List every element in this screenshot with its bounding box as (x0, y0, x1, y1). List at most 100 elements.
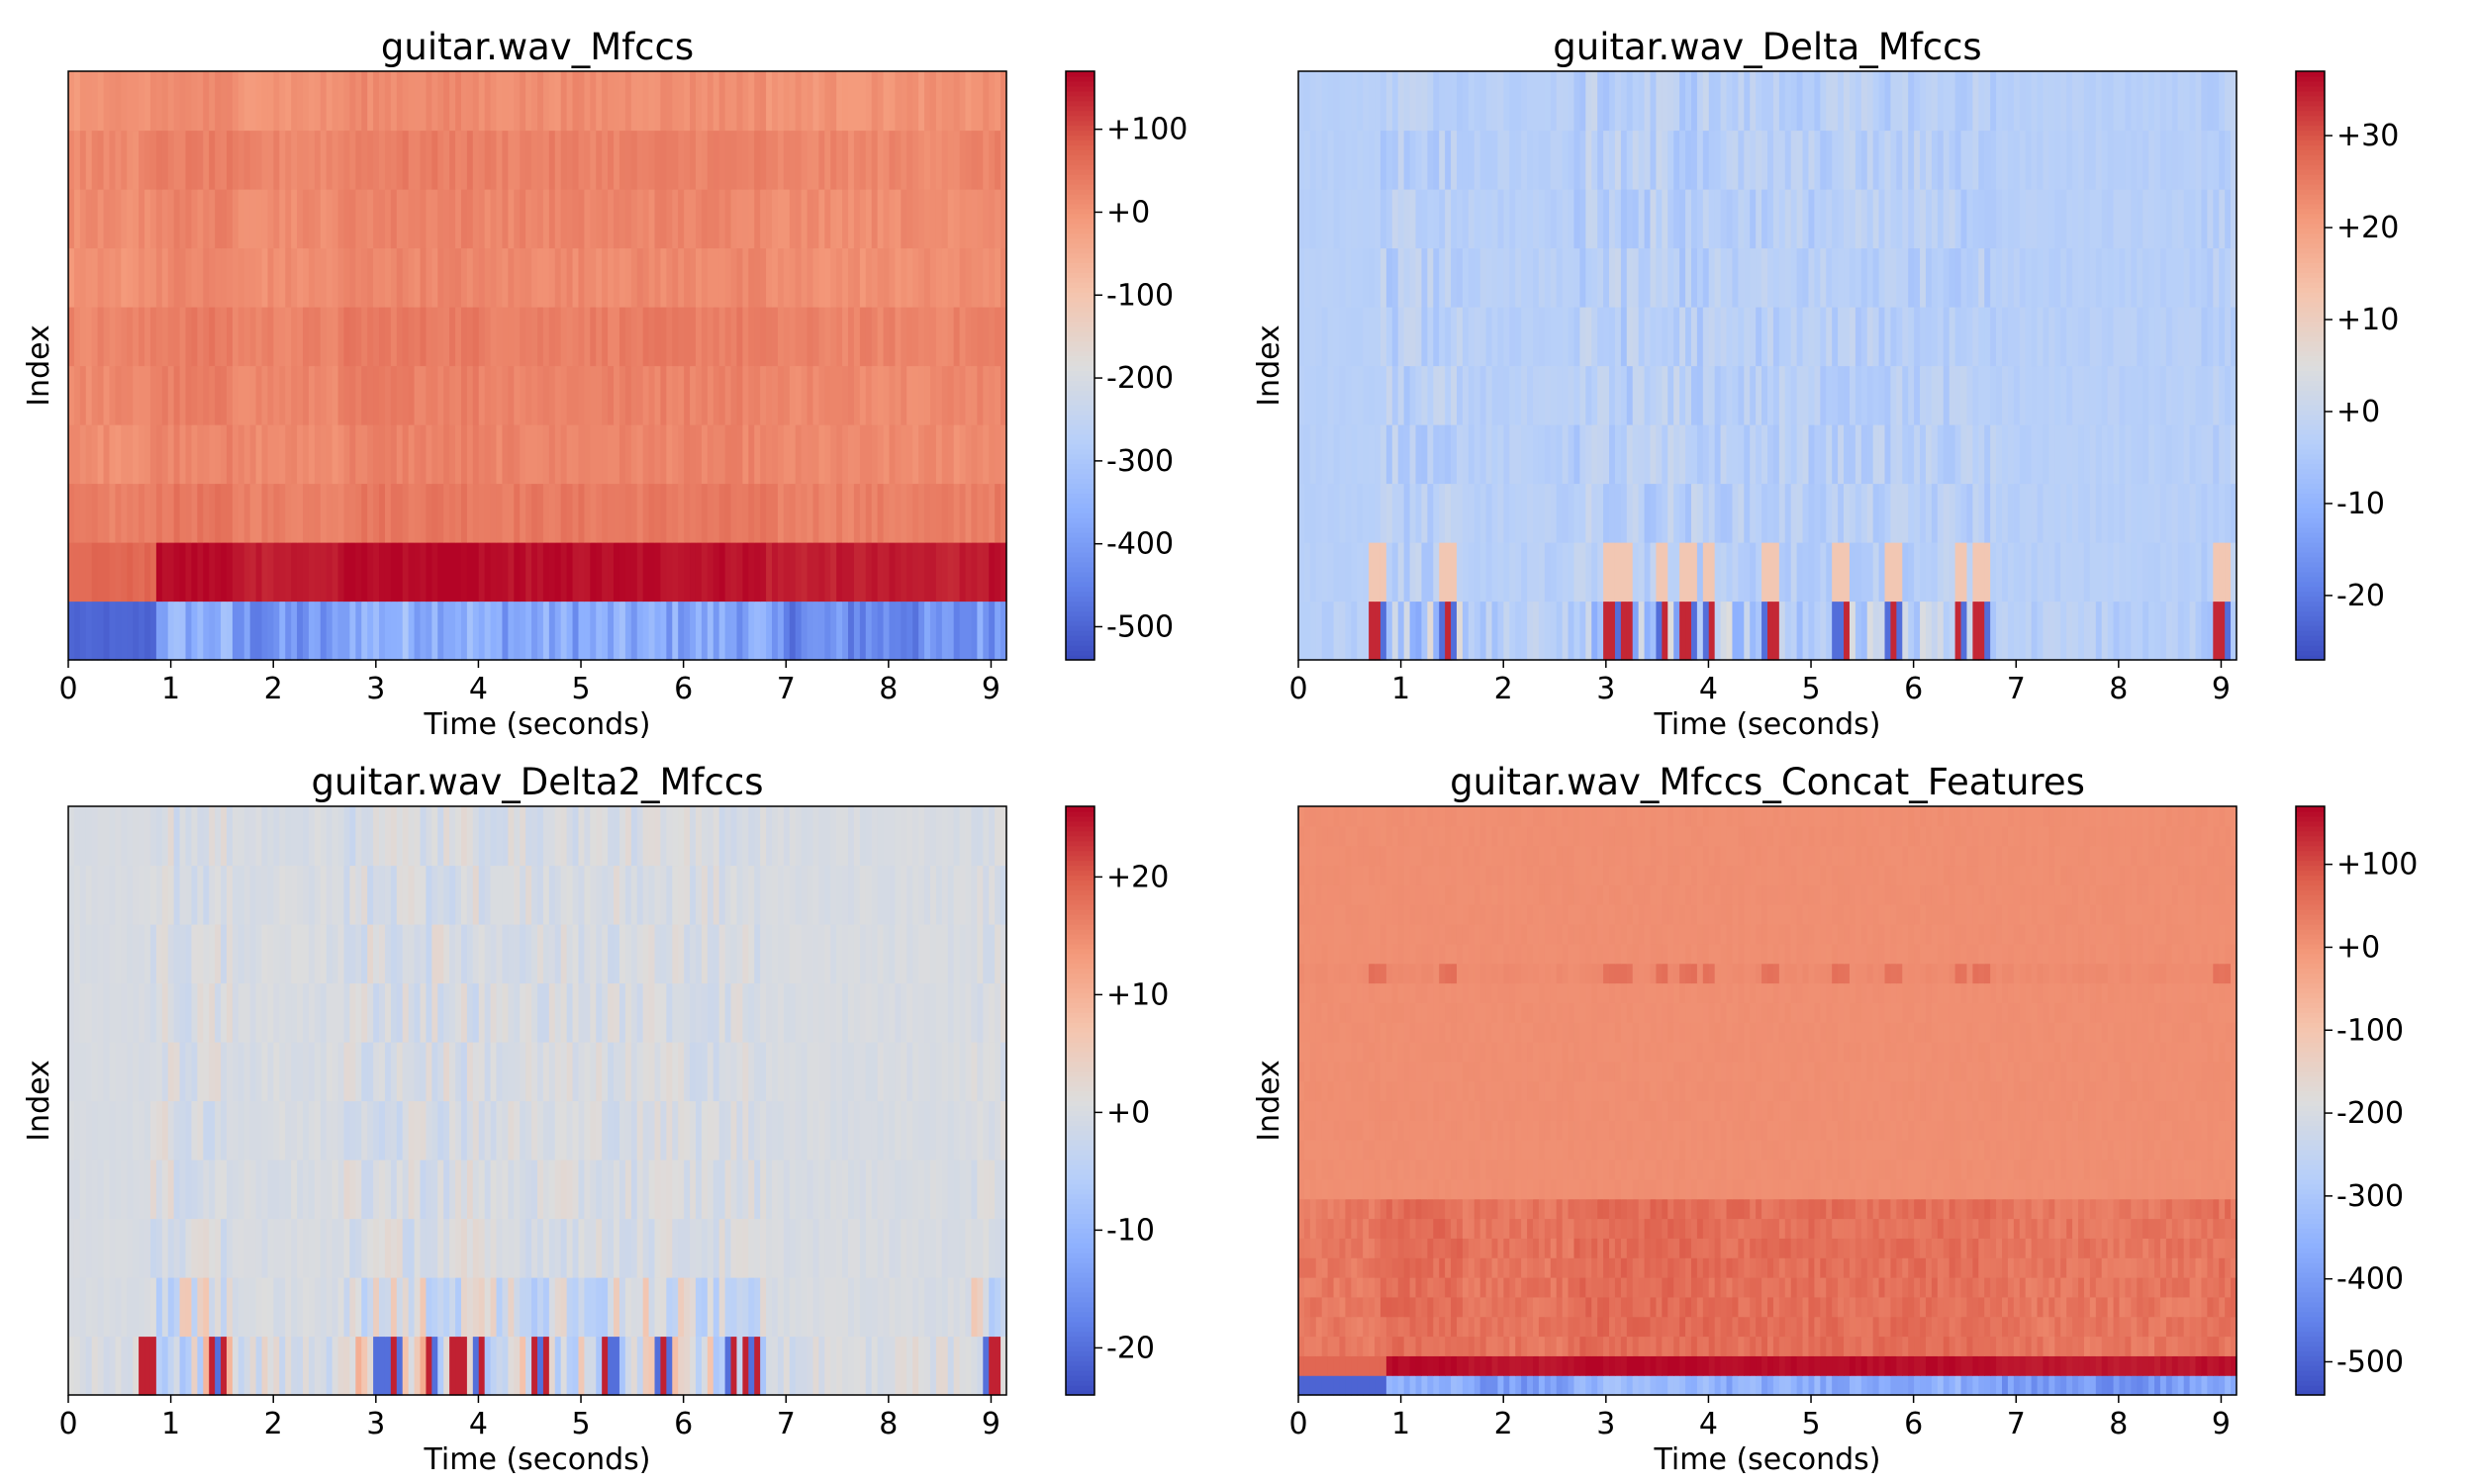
heatmap-cell (1544, 483, 1552, 543)
heatmap-cell (1462, 247, 1470, 308)
heatmap-cell (79, 1100, 87, 1160)
heatmap-cell (408, 924, 416, 984)
heatmap-cell (614, 130, 620, 190)
heatmap-cell (384, 307, 392, 367)
heatmap-cell (303, 1277, 310, 1338)
colorbar-swatch (2296, 620, 2325, 626)
heatmap-cell (1562, 247, 1570, 308)
colorbar-swatch (1066, 424, 1094, 430)
heatmap-cell (2007, 71, 2015, 132)
heatmap-cell (1573, 307, 1580, 367)
heatmap-cell (690, 601, 697, 661)
heatmap-cell (2165, 542, 2173, 603)
colorbar-swatch (1066, 297, 1094, 303)
heatmap-cell (226, 247, 234, 308)
heatmap-cell (297, 365, 304, 425)
heatmap-cell (941, 1277, 949, 1338)
heatmap-cell (995, 189, 1001, 249)
heatmap-cell (906, 1100, 913, 1160)
heatmap-cell (848, 1336, 855, 1396)
heatmap-cell (772, 1159, 779, 1220)
heatmap-cell (924, 424, 931, 485)
heatmap-cell (789, 247, 797, 308)
heatmap-cell (2165, 483, 2173, 543)
heatmap-cell (883, 924, 891, 984)
heatmap-cell (542, 924, 550, 984)
heatmap-cell (1433, 71, 1440, 132)
heatmap-cell (2177, 71, 2185, 132)
colorbar-swatch (2296, 174, 2325, 180)
heatmap-cell (149, 1100, 157, 1160)
heatmap-cell (490, 542, 498, 603)
colorbar-swatch (2296, 365, 2325, 372)
heatmap-cell (1679, 542, 1686, 603)
heatmap-cell (2043, 365, 2049, 425)
heatmap-cell (572, 601, 580, 661)
heatmap-cell (273, 483, 280, 543)
heatmap-cell (167, 307, 175, 367)
heatmap-cell (460, 1336, 468, 1396)
heatmap-cell (1485, 247, 1493, 308)
heatmap-cell (824, 601, 831, 661)
heatmap-cell (918, 1336, 925, 1396)
heatmap-cell (1884, 307, 1892, 367)
heatmap-cell (2037, 424, 2045, 485)
colorbar-swatch (2296, 85, 2325, 92)
heatmap-cell (2219, 483, 2226, 543)
heatmap-cell (1456, 365, 1464, 425)
heatmap-cell (877, 601, 885, 661)
heatmap-cell (1433, 130, 1440, 190)
heatmap-cell (508, 1218, 515, 1278)
heatmap-cell (977, 1159, 984, 1220)
heatmap-cell (320, 924, 328, 984)
heatmap-cell (2137, 483, 2143, 543)
heatmap-cell (2137, 365, 2143, 425)
heatmap-cell (918, 865, 925, 925)
heatmap-cell (2219, 189, 2226, 249)
heatmap-cell (373, 1218, 380, 1278)
heatmap-cell (895, 865, 902, 925)
heatmap-cell (379, 1277, 386, 1338)
heatmap-cell (414, 1159, 422, 1220)
heatmap-cell (460, 189, 468, 249)
heatmap-cell (666, 865, 673, 925)
heatmap-cell (2007, 247, 2015, 308)
heatmap-cell (754, 307, 761, 367)
heatmap-cell (1638, 71, 1646, 132)
heatmap-cell (736, 1277, 743, 1338)
heatmap-cell (1673, 71, 1680, 132)
heatmap-cell (836, 601, 843, 661)
heatmap-cell (883, 1218, 891, 1278)
heatmap-cell (1849, 189, 1856, 249)
heatmap-cell (502, 1042, 509, 1102)
heatmap-cell (484, 424, 492, 485)
heatmap-cell (901, 924, 907, 984)
heatmap-cell (232, 71, 239, 132)
heatmap-cell (1902, 365, 1909, 425)
heatmap-cell (2002, 247, 2009, 308)
heatmap-cell (777, 424, 785, 485)
heatmap-cell (460, 130, 468, 190)
heatmap-cell (2137, 247, 2143, 308)
heatmap-cell (901, 1042, 907, 1102)
heatmap-cell (455, 1277, 462, 1338)
heatmap-cell (1533, 542, 1540, 603)
heatmap-cell (343, 71, 350, 132)
heatmap-cell (707, 130, 714, 190)
heatmap-cell (1385, 130, 1393, 190)
heatmap-cell (1439, 130, 1446, 190)
heatmap-cell (801, 130, 809, 190)
heatmap-cell (1978, 365, 1985, 425)
heatmap-cell (1943, 542, 1951, 603)
heatmap-cell (185, 1042, 193, 1102)
heatmap-cell (959, 130, 967, 190)
colorbar-swatch (1066, 272, 1094, 278)
heatmap-cell (1515, 189, 1522, 249)
heatmap-cell (97, 365, 105, 425)
heatmap-cell (953, 601, 961, 661)
heatmap-cell (642, 1336, 650, 1396)
heatmap-cell (466, 865, 474, 925)
heatmap-cell (437, 924, 444, 984)
heatmap-cell (754, 1159, 761, 1220)
heatmap-cell (1509, 542, 1516, 603)
